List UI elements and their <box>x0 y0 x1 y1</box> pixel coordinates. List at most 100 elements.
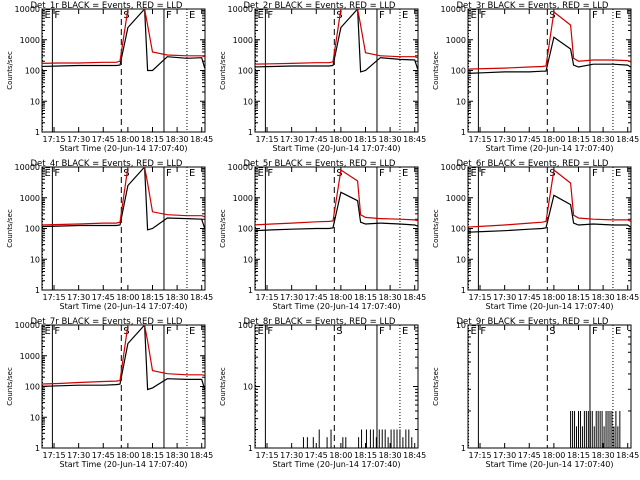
panel-title: Det_2r BLACK = Events, RED = LLD <box>244 1 396 11</box>
x-tick-label: 18:15 <box>141 135 164 144</box>
marker-label: S <box>549 326 555 337</box>
x-tick-label: 18:45 <box>190 293 213 302</box>
y-tick-label: 10 <box>30 413 40 422</box>
y-tick-label: 10000 <box>228 5 253 14</box>
x-tick-label: 18:30 <box>379 293 402 302</box>
x-tick-label: 18:45 <box>616 293 639 302</box>
x-tick-label: 17:15 <box>43 451 66 460</box>
y-axis-label: Counts/sec <box>6 51 14 90</box>
x-tick-label: 17:45 <box>518 135 541 144</box>
series-group <box>468 168 631 233</box>
x-tick-label: 18:30 <box>166 451 189 460</box>
y-tick-label: 10 <box>456 97 466 106</box>
x-tick-label: 17:30 <box>493 293 516 302</box>
marker-label: E <box>45 10 51 21</box>
marker-label: F <box>267 168 273 179</box>
series-group <box>255 168 418 232</box>
y-tick-label: 10000 <box>228 163 253 172</box>
x-tick-label: 18:45 <box>403 293 426 302</box>
marker-label: F <box>166 10 172 21</box>
y-tick-label: 1000 <box>20 194 40 203</box>
marker-label: F <box>166 326 172 337</box>
events-series-line <box>468 194 631 233</box>
marker-label: E <box>402 168 408 179</box>
x-tick-label: 18:15 <box>141 451 164 460</box>
events-series-line <box>42 167 205 231</box>
marker-label: E <box>258 168 264 179</box>
series-group <box>42 9 205 72</box>
panel-title: Det_4r BLACK = Events, RED = LLD <box>31 159 183 169</box>
x-tick-label: 18:30 <box>379 135 402 144</box>
x-tick-label: 17:15 <box>43 293 66 302</box>
marker-label: S <box>549 168 555 179</box>
marker-label: E <box>45 168 51 179</box>
x-tick-label: 17:15 <box>469 293 492 302</box>
panel-title: Det_7r BLACK = Events, RED = LLD <box>31 317 183 327</box>
y-tick-label: 100 <box>451 67 466 76</box>
x-tick-label: 18:30 <box>166 135 189 144</box>
series-group <box>42 167 205 231</box>
x-tick-label: 17:45 <box>305 451 328 460</box>
marker-label: E <box>189 326 195 337</box>
y-axis-label: Counts/sec <box>219 51 227 90</box>
y-axis-label: Counts/sec <box>219 367 227 406</box>
y-tick-label: 10000 <box>15 5 40 14</box>
y-axis-label: Counts/sec <box>6 367 14 406</box>
marker-label: F <box>480 10 486 21</box>
y-tick-label: 1 <box>35 444 40 453</box>
x-tick-label: 17:45 <box>518 451 541 460</box>
marker-label: E <box>189 168 195 179</box>
y-tick-label: 10000 <box>441 5 466 14</box>
y-tick-label: 10 <box>30 255 40 264</box>
y-axis-label: Counts/sec <box>432 209 440 248</box>
x-axis-label: Start Time (20-Jun-14 17:07:40) <box>486 460 614 469</box>
x-tick-label: 17:45 <box>92 135 115 144</box>
x-tick-label: 18:15 <box>567 135 590 144</box>
x-tick-label: 17:45 <box>305 293 328 302</box>
plot-frame <box>41 166 206 291</box>
x-tick-label: 18:45 <box>616 135 639 144</box>
y-tick-label: 1 <box>461 128 466 137</box>
series-group <box>255 9 418 73</box>
x-tick-label: 17:15 <box>469 135 492 144</box>
x-tick-label: 18:00 <box>542 451 565 460</box>
y-tick-label: 1 <box>248 444 253 453</box>
x-axis-label: Start Time (20-Jun-14 17:07:40) <box>486 302 614 311</box>
x-tick-label: 17:15 <box>256 451 279 460</box>
y-tick-label: 1 <box>35 128 40 137</box>
x-tick-label: 17:45 <box>92 451 115 460</box>
plot-frame <box>41 8 206 133</box>
series-group <box>302 429 413 448</box>
x-tick-label: 18:00 <box>116 293 139 302</box>
y-axis-label: Counts/sec <box>219 209 227 248</box>
y-tick-label: 1000 <box>446 194 466 203</box>
series-group <box>570 410 621 448</box>
marker-label: E <box>402 326 408 337</box>
panel-title: Det_8r BLACK = Events, RED = LLD <box>244 317 396 327</box>
lld-series-line <box>255 168 418 226</box>
y-tick-label: 1000 <box>233 36 253 45</box>
y-tick-label: 100 <box>25 225 40 234</box>
y-tick-label: 10 <box>243 255 253 264</box>
y-tick-label: 1000 <box>233 194 253 203</box>
plot-frame <box>467 166 632 291</box>
marker-label: E <box>615 326 621 337</box>
x-tick-label: 17:30 <box>493 451 516 460</box>
detector-panel: Det_7r BLACK = Events, RED = LLD 1 10 100 10… <box>6 317 213 469</box>
marker-label: S <box>336 326 342 337</box>
x-tick-label: 17:30 <box>67 293 90 302</box>
detector-panel: Det_4r BLACK = Events, RED = LLD 1 10 100 10… <box>6 159 213 311</box>
marker-label: E <box>615 10 621 21</box>
marker-label: F <box>379 168 385 179</box>
x-tick-label: 18:00 <box>329 135 352 144</box>
x-tick-label: 18:30 <box>592 293 615 302</box>
x-axis-label: Start Time (20-Jun-14 17:07:40) <box>486 144 614 153</box>
x-axis-label: Start Time (20-Jun-14 17:07:40) <box>273 302 401 311</box>
x-tick-label: 18:45 <box>616 451 639 460</box>
lld-series-line <box>468 10 631 70</box>
y-axis-label: Counts/sec <box>432 51 440 90</box>
lld-series-line <box>42 9 205 64</box>
marker-label: S <box>549 10 555 21</box>
marker-label: F <box>480 326 486 337</box>
marker-label: F <box>54 10 60 21</box>
